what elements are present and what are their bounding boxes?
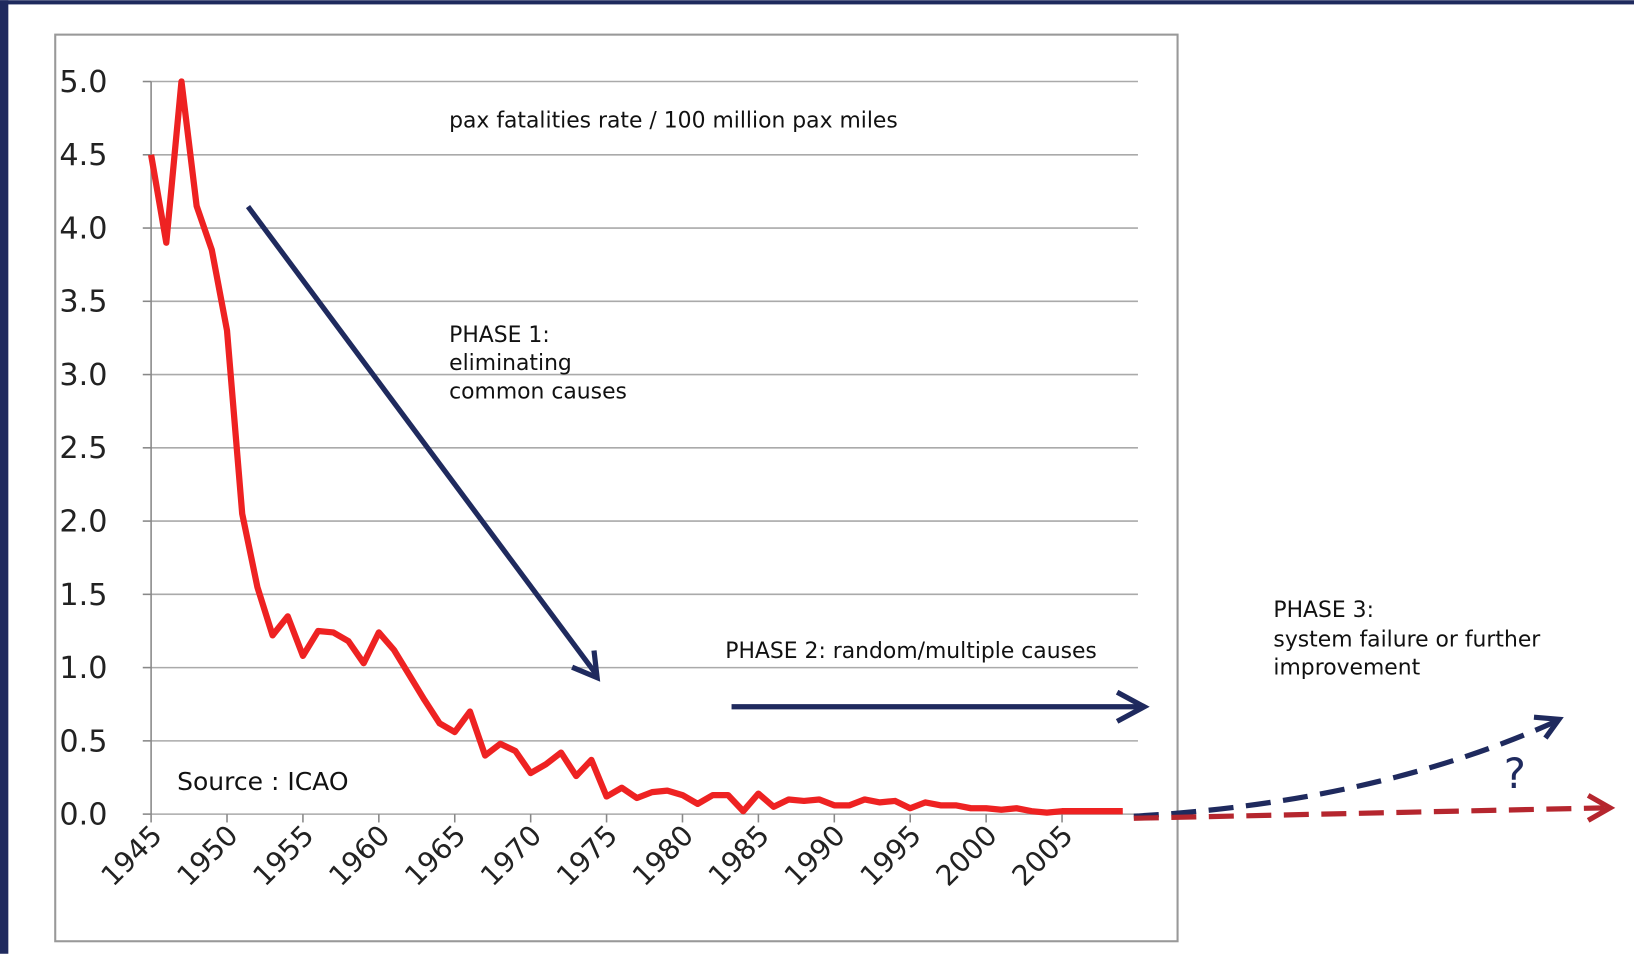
y-tick-label: 3.0 [59, 358, 107, 393]
data-line [148, 78, 1123, 816]
phase1-arrowhead [571, 650, 601, 682]
plot-frame [54, 33, 1179, 943]
projection-flat [1133, 805, 1605, 821]
projection-up [1133, 718, 1557, 819]
y-tick-label: 4.5 [59, 138, 107, 173]
phase1-line: eliminating [449, 351, 572, 376]
phase3-line: system failure or further [1273, 627, 1540, 652]
arrows [245, 205, 1616, 823]
phase3-line: improvement [1273, 655, 1420, 680]
y-tick-label: 2.5 [59, 431, 107, 466]
y-tick-label: 4.0 [59, 211, 107, 246]
phase2-arrowhead [1115, 689, 1150, 724]
y-tick-label: 0.5 [59, 724, 107, 759]
question-mark: ? [1504, 749, 1526, 798]
phase1-arrow [245, 205, 600, 678]
y-tick-label: 1.0 [59, 651, 107, 686]
units-label: pax fatalities rate / 100 million pax mi… [449, 108, 898, 133]
phase2-label: PHASE 2: random/multiple causes [725, 639, 1097, 664]
y-tick-label: 3.5 [59, 285, 107, 320]
projection-up-head [1533, 714, 1564, 740]
phase1-line: common causes [449, 379, 627, 404]
frame-top [0, 0, 1634, 5]
frame-left [0, 0, 9, 954]
y-tick-label: 2.0 [59, 505, 107, 540]
source-label: Source : ICAO [177, 767, 348, 796]
phase1-line: PHASE 1: [449, 323, 550, 348]
y-tick-label: 5.0 [59, 65, 107, 100]
projection-flat-head [1586, 793, 1616, 823]
phase3-line: PHASE 3: [1273, 598, 1374, 623]
marks [148, 78, 1123, 816]
y-tick-label: 0.0 [59, 798, 107, 833]
y-tick-label: 1.5 [59, 578, 107, 613]
